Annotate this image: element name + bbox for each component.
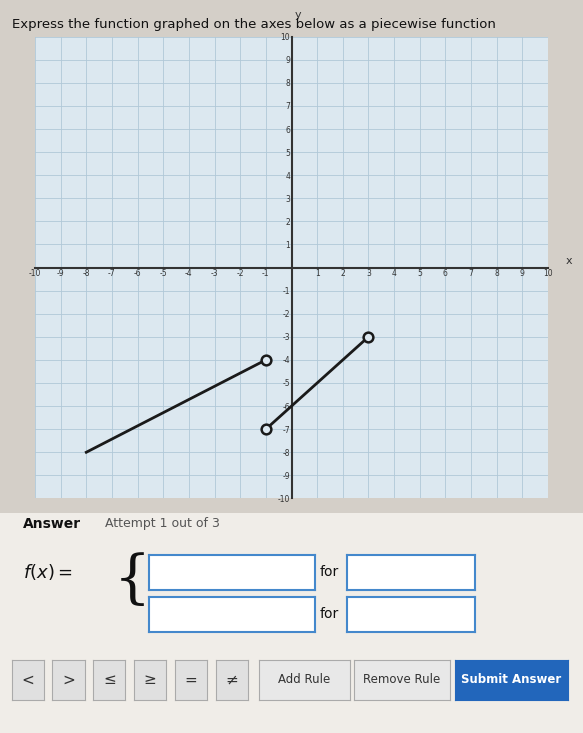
Text: Answer: Answer (23, 517, 82, 531)
Text: ≥: ≥ (144, 672, 156, 688)
Text: {: { (114, 553, 151, 608)
Text: Express the function graphed on the axes below as a piecewise function: Express the function graphed on the axes… (12, 18, 496, 32)
Text: ≠: ≠ (226, 672, 238, 688)
Text: <: < (22, 672, 34, 688)
Text: Attempt 1 out of 3: Attempt 1 out of 3 (105, 517, 220, 530)
Text: Submit Answer: Submit Answer (462, 674, 561, 686)
Text: ≤: ≤ (103, 672, 115, 688)
Text: for: for (319, 607, 339, 622)
Text: >: > (62, 672, 75, 688)
Text: $f(x) =$: $f(x) =$ (23, 561, 73, 582)
Text: for: for (319, 565, 339, 580)
Text: Add Rule: Add Rule (279, 674, 331, 686)
Text: y: y (294, 10, 301, 21)
Text: =: = (185, 672, 197, 688)
Text: x: x (566, 256, 573, 265)
Text: Remove Rule: Remove Rule (363, 674, 441, 686)
